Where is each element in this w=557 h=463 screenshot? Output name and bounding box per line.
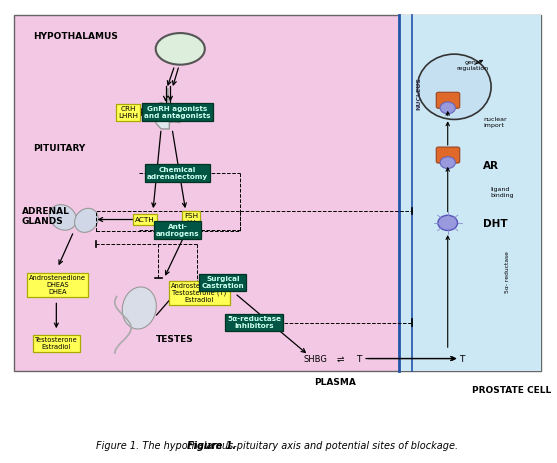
Circle shape <box>438 215 457 231</box>
Text: SHBG: SHBG <box>303 355 327 364</box>
Text: T: T <box>459 355 465 364</box>
FancyBboxPatch shape <box>399 15 540 371</box>
Text: ligand
binding: ligand binding <box>490 187 514 198</box>
Text: CRH
LHRH: CRH LHRH <box>119 106 138 119</box>
Text: ACTH: ACTH <box>135 217 155 223</box>
Text: PITUITARY: PITUITARY <box>33 144 85 153</box>
Text: FSH
LH: FSH LH <box>184 213 198 226</box>
Text: Chemical
adrenalectomy: Chemical adrenalectomy <box>147 167 208 180</box>
Text: Anti-
androgens: Anti- androgens <box>156 224 199 237</box>
Text: ADRENAL
GLANDS: ADRENAL GLANDS <box>22 207 70 226</box>
Text: GnRH agonists
and antagonists: GnRH agonists and antagonists <box>144 106 211 119</box>
Text: DHT: DHT <box>483 219 508 229</box>
Circle shape <box>440 102 456 114</box>
Text: AR: AR <box>483 161 499 170</box>
Text: Figure 1. The hypothalamus-pituitary axis and potential sites of blockage.: Figure 1. The hypothalamus-pituitary axi… <box>96 441 458 451</box>
Ellipse shape <box>123 287 157 329</box>
Text: Surgical
Castration: Surgical Castration <box>202 276 244 289</box>
Ellipse shape <box>49 205 76 230</box>
Text: 5α- reductase: 5α- reductase <box>505 251 510 293</box>
Text: PLASMA: PLASMA <box>314 377 356 387</box>
Ellipse shape <box>155 33 205 65</box>
FancyBboxPatch shape <box>14 15 540 371</box>
Text: HYPOTHALAMUS: HYPOTHALAMUS <box>33 32 118 41</box>
Text: TESTES: TESTES <box>155 335 193 344</box>
FancyBboxPatch shape <box>436 147 460 163</box>
Ellipse shape <box>417 54 491 119</box>
Text: NUCLEUS: NUCLEUS <box>417 76 422 110</box>
Polygon shape <box>152 102 188 129</box>
FancyBboxPatch shape <box>436 92 460 108</box>
Text: Testosterone
Estradiol: Testosterone Estradiol <box>35 338 78 350</box>
Text: ⇌: ⇌ <box>337 355 344 364</box>
Text: nuclear
import: nuclear import <box>483 117 507 128</box>
Text: PROSTATE CELL: PROSTATE CELL <box>472 386 551 395</box>
Text: Androstenedione
Testosterone (T)
Estradiol: Androstenedione Testosterone (T) Estradi… <box>171 283 228 303</box>
Circle shape <box>440 157 456 169</box>
Text: Figure 1.: Figure 1. <box>187 441 236 451</box>
Text: Androstenedione
DHEAS
DHEA: Androstenedione DHEAS DHEA <box>29 275 86 295</box>
Text: 5α-reductase
inhibitors: 5α-reductase inhibitors <box>227 316 281 329</box>
Text: T: T <box>356 355 361 364</box>
Ellipse shape <box>75 208 98 232</box>
Text: gene
regulation: gene regulation <box>456 60 488 71</box>
